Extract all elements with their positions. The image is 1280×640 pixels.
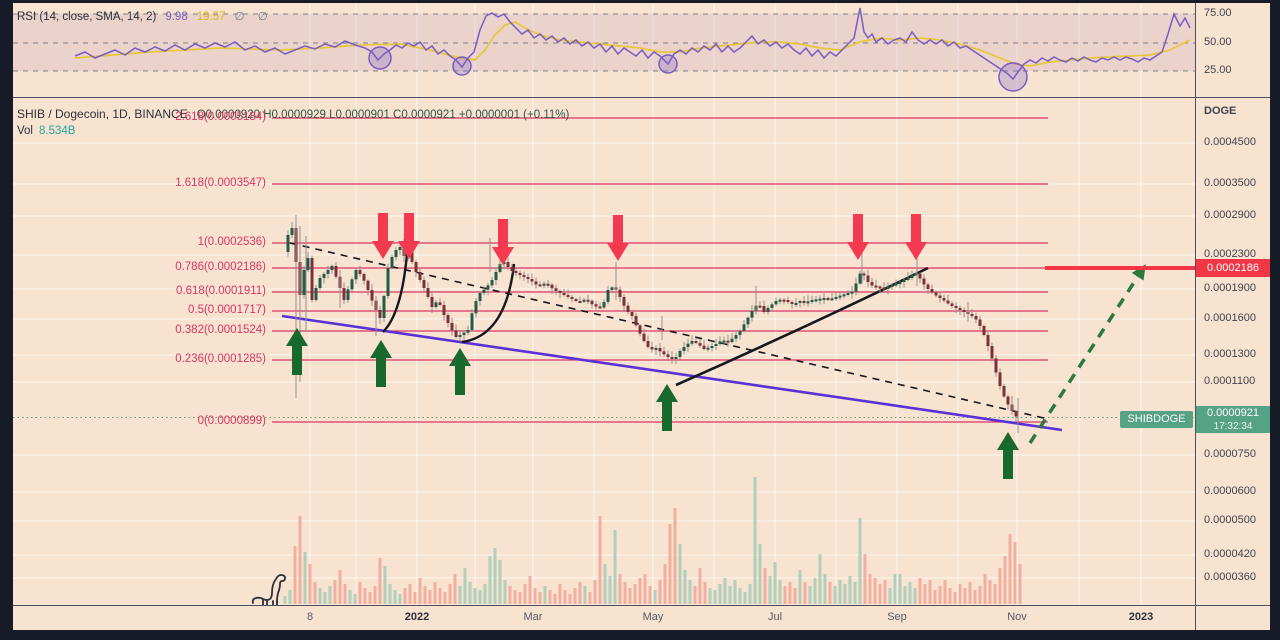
volume-label[interactable]: Vol bbox=[17, 125, 33, 137]
price-axis-label[interactable]: 0.0001300 bbox=[1204, 348, 1256, 360]
green-up-arrow bbox=[997, 432, 1019, 479]
rsi-axis-label[interactable]: 75.00 bbox=[1204, 7, 1232, 19]
dinosaur-icon bbox=[251, 574, 286, 605]
rsi-pane bbox=[13, 7, 1195, 92]
symbol-price-label[interactable]: SHIBDOGE bbox=[1120, 411, 1193, 428]
price-axis-label[interactable]: 0.0004500 bbox=[1204, 136, 1256, 148]
green-up-arrow bbox=[656, 384, 678, 431]
red-down-arrow bbox=[492, 219, 514, 265]
fib-level-label[interactable]: 0.236(0.0001285) bbox=[175, 353, 266, 365]
rsi-title[interactable]: RSI (14, close, SMA, 14, 2) bbox=[17, 11, 157, 23]
fib-level-label[interactable]: 1.618(0.0003547) bbox=[175, 177, 266, 189]
price-axis-label[interactable]: 0.0001900 bbox=[1204, 282, 1256, 294]
symbol-legend: SHIB / Dogecoin, 1D, BINANCE O0.0000920 … bbox=[17, 107, 569, 121]
red-down-arrow bbox=[398, 213, 420, 259]
time-axis-label[interactable]: May bbox=[642, 611, 664, 623]
rsi-legend: RSI (14, close, SMA, 14, 2) 9.98 19.57 ∅… bbox=[17, 9, 273, 23]
time-axis-label[interactable]: 2023 bbox=[1128, 611, 1154, 623]
rsi-value: 9.98 bbox=[165, 11, 188, 23]
last-price-value: 0.0000921 bbox=[1207, 407, 1259, 419]
time-axis-label[interactable]: Sep bbox=[887, 611, 907, 623]
green-up-arrow bbox=[449, 348, 471, 395]
price-axis-label[interactable]: 0.0000360 bbox=[1204, 571, 1256, 583]
pane-separator[interactable] bbox=[13, 97, 1270, 98]
signal-arrows bbox=[286, 213, 1019, 479]
fib-level-label[interactable]: 0.5(0.0001717) bbox=[187, 304, 266, 316]
bar-countdown: 17:32:34 bbox=[1213, 421, 1253, 432]
chart-background bbox=[13, 3, 1270, 630]
rsi-empty-values: ∅ ∅ bbox=[234, 11, 273, 23]
fib-level-label[interactable]: 0.382(0.0001524) bbox=[175, 324, 266, 336]
red-down-arrow bbox=[905, 214, 927, 260]
time-axis-label[interactable]: 2022 bbox=[404, 611, 430, 623]
rsi-sma-value: 19.57 bbox=[196, 11, 226, 23]
price-axis-label[interactable]: 0.0000420 bbox=[1204, 548, 1256, 560]
fib-level-label[interactable]: 0.618(0.0001911) bbox=[176, 285, 266, 297]
purple-support-trendline bbox=[281, 314, 1063, 432]
volume-value: 8.534B bbox=[39, 125, 76, 137]
fib-level-label[interactable]: 0(0.0000899) bbox=[197, 415, 266, 427]
rsi-highlight-circle bbox=[368, 46, 392, 70]
red-down-arrow bbox=[607, 215, 629, 261]
rsi-highlight-circle bbox=[998, 62, 1028, 92]
rsi-axis-label[interactable]: 50.00 bbox=[1204, 36, 1232, 48]
fib-level-label[interactable]: 1(0.0002536) bbox=[197, 236, 266, 248]
ohlc-values: O0.0000920 H0.0000929 L0.0000901 C0.0000… bbox=[196, 109, 570, 121]
rsi-axis-label[interactable]: 25.00 bbox=[1204, 64, 1232, 76]
volume-histogram bbox=[283, 477, 1022, 604]
price-axis-label[interactable]: 0.0003500 bbox=[1204, 177, 1256, 189]
target-price-badge[interactable]: 0.0002186 bbox=[1196, 259, 1270, 277]
price-axis-label[interactable]: 0.0001600 bbox=[1204, 312, 1256, 324]
time-axis-separator[interactable] bbox=[13, 605, 1270, 606]
candlesticks bbox=[286, 215, 1019, 433]
rsi-line bbox=[74, 7, 1191, 81]
red-down-arrow bbox=[372, 213, 394, 259]
time-axis-label[interactable]: Jul bbox=[767, 611, 783, 623]
volume-legend: Vol 8.534B bbox=[17, 125, 75, 137]
price-axis-label[interactable]: 0.0002300 bbox=[1204, 248, 1256, 260]
rsi-highlight-circle bbox=[658, 54, 678, 74]
green-up-arrow bbox=[370, 340, 392, 387]
price-pane bbox=[13, 117, 1195, 605]
rsi-highlight-circle bbox=[452, 56, 472, 76]
price-axis-currency-label[interactable]: DOGE bbox=[1204, 105, 1237, 117]
price-axis-label[interactable]: 0.0000750 bbox=[1204, 448, 1256, 460]
price-axis-label[interactable]: 0.0000600 bbox=[1204, 485, 1256, 497]
rsi-sma-line bbox=[74, 21, 1191, 67]
price-axis-label[interactable]: 0.0000500 bbox=[1204, 514, 1256, 526]
time-axis-label[interactable]: Mar bbox=[523, 611, 543, 623]
green-up-arrow bbox=[286, 328, 308, 375]
price-axis-label[interactable]: 0.0001100 bbox=[1204, 375, 1256, 387]
symbol-title[interactable]: SHIB / Dogecoin, 1D, BINANCE bbox=[17, 107, 188, 121]
fib-level-label[interactable]: 0.786(0.0002186) bbox=[175, 261, 266, 273]
time-axis-label[interactable]: Nov bbox=[1007, 611, 1027, 623]
last-price-badge[interactable]: 0.0000921 17:32:34 bbox=[1196, 406, 1270, 433]
projection-dashed-arrow bbox=[1028, 269, 1144, 444]
price-axis-separator[interactable] bbox=[1195, 3, 1196, 630]
price-axis-label[interactable]: 0.0002900 bbox=[1204, 209, 1256, 221]
fib-level-label[interactable]: 2.618(0.0005184) bbox=[175, 111, 266, 123]
time-axis-label[interactable]: 8 bbox=[306, 611, 314, 623]
red-down-arrow bbox=[847, 214, 869, 260]
curve-arc-2 bbox=[461, 263, 516, 344]
